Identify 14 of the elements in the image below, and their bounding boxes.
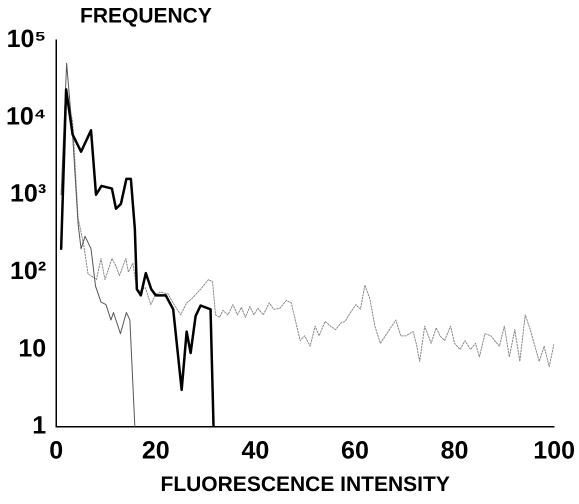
y-tick-label: 1 [32,412,46,440]
y-tick-label: 10⁵ [6,24,46,53]
y-tick-label: 10⁴ [6,102,46,130]
y-tick-label: 10 [18,334,46,362]
y-tick-label: 10² [10,256,46,285]
x-tick-label: 60 [341,436,369,465]
x-axis-title: FLUORESCENCE INTENSITY [160,473,450,496]
x-tick-label: 100 [533,436,576,465]
x-tick-label: 20 [142,436,170,465]
x-tick-label: 0 [49,436,64,465]
x-tick-label: 40 [241,436,270,465]
y-axis-title: FREQUENCY [80,4,212,28]
x-tick-label: 80 [440,436,468,465]
y-tick-label: 10³ [10,180,46,208]
